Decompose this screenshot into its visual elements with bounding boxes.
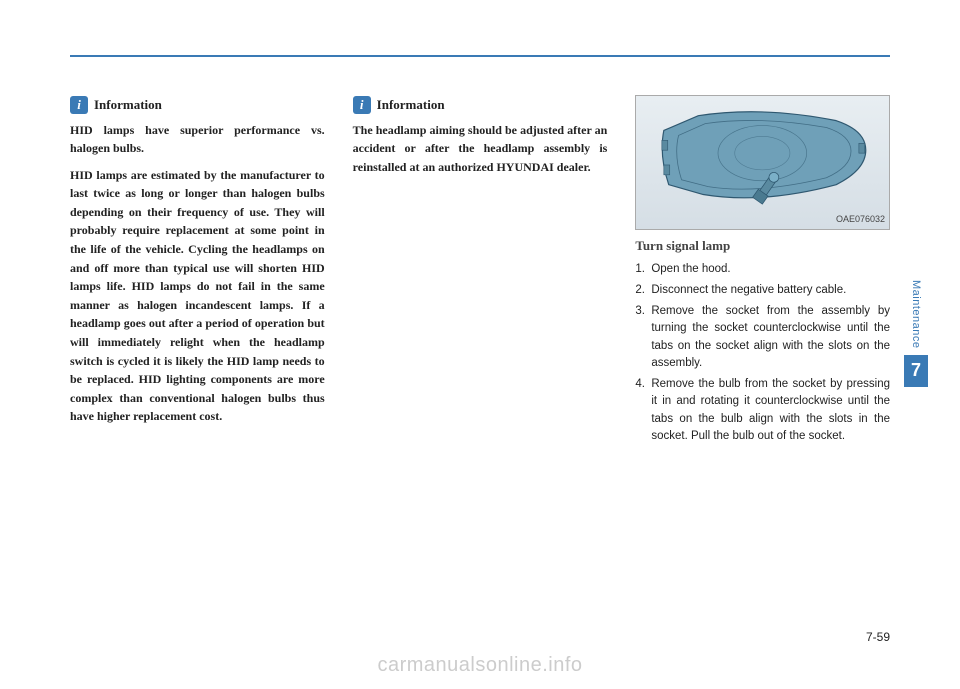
side-tab: Maintenance 7 bbox=[904, 280, 928, 387]
info-label: Information bbox=[94, 95, 162, 115]
column-2: i Information The headlamp aiming should… bbox=[353, 95, 608, 449]
info2-para-1: The headlamp aiming should be adjusted a… bbox=[353, 121, 608, 177]
step-item: 4. Remove the bulb from the socket by pr… bbox=[635, 376, 890, 445]
step-text: Remove the socket from the assembly by t… bbox=[651, 303, 890, 372]
info-body-2: The headlamp aiming should be adjusted a… bbox=[353, 121, 608, 177]
info-body-1: HID lamps have superior perform­ance vs.… bbox=[70, 121, 325, 427]
top-accent-rule bbox=[70, 55, 890, 57]
column-1: i Information HID lamps have superior pe… bbox=[70, 95, 325, 449]
step-number: 3. bbox=[635, 303, 651, 372]
page-number: 7-59 bbox=[866, 630, 890, 644]
step-item: 1. Open the hood. bbox=[635, 261, 890, 278]
step-number: 2. bbox=[635, 282, 651, 299]
info1-para-2: HID lamps are estimated by the man­ufact… bbox=[70, 166, 325, 426]
step-number: 1. bbox=[635, 261, 651, 278]
column-3: OAE076032 Turn signal lamp 1. Open the h… bbox=[635, 95, 890, 449]
manual-page: i Information HID lamps have superior pe… bbox=[0, 0, 960, 689]
headlamp-illustration bbox=[636, 96, 889, 229]
watermark: carmanualsonline.info bbox=[0, 654, 960, 677]
info-icon: i bbox=[70, 96, 88, 114]
step-text: Remove the bulb from the socket by press… bbox=[651, 376, 890, 445]
step-item: 3. Remove the socket from the assembly b… bbox=[635, 303, 890, 372]
info-header-1: i Information bbox=[70, 95, 325, 115]
side-chapter-number: 7 bbox=[904, 355, 928, 387]
step-item: 2. Disconnect the negative battery cable… bbox=[635, 282, 890, 299]
info-header-2: i Information bbox=[353, 95, 608, 115]
step-text: Disconnect the negative battery cable. bbox=[651, 282, 846, 299]
figure-code: OAE076032 bbox=[836, 213, 885, 227]
side-section-label: Maintenance bbox=[910, 280, 922, 349]
step-number: 4. bbox=[635, 376, 651, 445]
info-icon: i bbox=[353, 96, 371, 114]
step-text: Open the hood. bbox=[651, 261, 730, 278]
content-columns: i Information HID lamps have superior pe… bbox=[70, 95, 890, 449]
info-label: Information bbox=[377, 95, 445, 115]
info1-para-1: HID lamps have superior perform­ance vs.… bbox=[70, 121, 325, 158]
headlamp-figure: OAE076032 bbox=[635, 95, 890, 230]
turn-signal-steps: 1. Open the hood. 2. Disconnect the nega… bbox=[635, 261, 890, 446]
turn-signal-heading: Turn signal lamp bbox=[635, 236, 890, 256]
